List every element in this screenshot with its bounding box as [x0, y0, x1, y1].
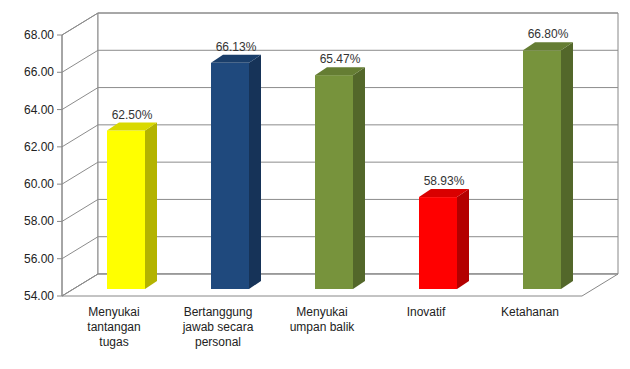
bar-front	[315, 75, 353, 289]
bar-top	[107, 123, 157, 131]
chart: 54.00 56.00 58.00 60.00 62.00 64.00 66.00 68.00…	[0, 0, 630, 369]
bar-front	[211, 63, 249, 289]
bar-side	[249, 55, 261, 289]
category-label: Menyukaitantangantugas	[87, 305, 140, 349]
tick-mark	[57, 72, 62, 73]
bar	[523, 42, 573, 289]
data-label: 58.93%	[424, 174, 465, 188]
tick-label: 62.00	[24, 140, 54, 154]
bar	[211, 55, 261, 289]
bars	[107, 42, 573, 289]
tick-mark	[57, 258, 62, 259]
data-label: 62.50%	[112, 108, 153, 122]
side-wall	[62, 13, 98, 296]
bar-front	[523, 50, 561, 289]
bar-top	[419, 189, 469, 197]
tick-label: 60.00	[24, 177, 54, 191]
bar	[419, 189, 469, 289]
category-label: Bertanggungjawab secarapersonal	[182, 305, 254, 349]
tick-mark	[57, 109, 62, 110]
bar-side	[353, 67, 365, 289]
data-label: 65.47%	[320, 52, 361, 66]
tick-mark	[57, 184, 62, 185]
labels: 62.50% Menyukaitantangantugas 66.13% Bertan…	[87, 27, 568, 349]
tick-mark	[57, 35, 62, 36]
bar-front	[107, 131, 145, 289]
bar	[107, 123, 157, 289]
data-label: 66.80%	[528, 27, 569, 41]
bar-front	[419, 197, 457, 289]
category-label: Ketahanan	[501, 305, 559, 319]
tick-label: 68.00	[24, 28, 54, 42]
category-label: Inovatif	[407, 305, 446, 319]
tick-label: 66.00	[24, 65, 54, 79]
tick-label: 58.00	[24, 214, 54, 228]
category-label: Menyukaiumpan balik	[290, 305, 356, 334]
bar	[315, 67, 365, 289]
bar-top	[523, 42, 573, 50]
tick-label: 54.00	[24, 289, 54, 303]
bar-side	[561, 42, 573, 289]
tick-mark	[57, 146, 62, 147]
bar-top	[315, 67, 365, 75]
tick-mark	[57, 296, 62, 297]
tick-label: 56.00	[24, 252, 54, 266]
tick-mark	[57, 221, 62, 222]
data-label: 66.13%	[216, 40, 257, 54]
y-axis	[62, 35, 63, 296]
bar-side	[457, 189, 469, 289]
tick-label: 64.00	[24, 103, 54, 117]
bar-top	[211, 55, 261, 63]
bar-side	[145, 123, 157, 289]
